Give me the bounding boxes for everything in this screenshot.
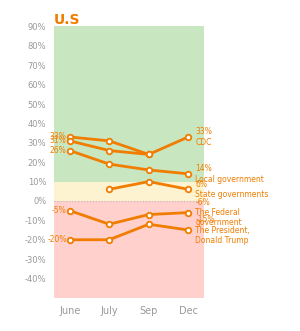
Text: -5%: -5% (52, 206, 67, 215)
Text: -15%
The President,
Donald Trump: -15% The President, Donald Trump (195, 215, 250, 245)
Text: 6%
State governments: 6% State governments (195, 180, 269, 199)
Text: 14%
Local government: 14% Local government (195, 164, 264, 183)
Bar (54, 26, 204, 182)
Bar (54, 182, 204, 201)
Text: -20%: -20% (47, 235, 67, 244)
Text: 33%
CDC: 33% CDC (195, 127, 212, 147)
Text: 26%: 26% (50, 146, 67, 155)
Text: -6%
The Federal
government: -6% The Federal government (195, 198, 242, 227)
Text: 33%: 33% (50, 132, 67, 141)
Bar (54, 201, 204, 298)
Text: U.S: U.S (54, 13, 80, 27)
Text: 31%: 31% (50, 136, 67, 145)
